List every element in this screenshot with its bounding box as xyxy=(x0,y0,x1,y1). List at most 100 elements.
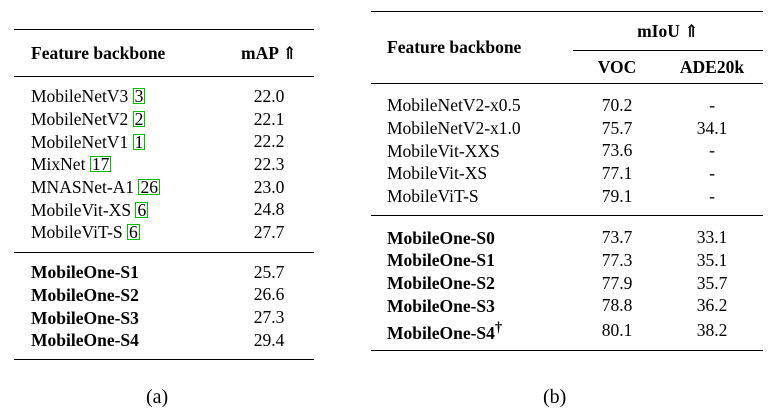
row-name: MobileNetV1 1 xyxy=(14,130,224,153)
ade-value: 35.1 xyxy=(696,249,728,270)
voc-value: 70.2 xyxy=(601,94,633,115)
model-name: MobileOne-S1 xyxy=(31,262,139,283)
ade-value: 38.2 xyxy=(696,320,728,341)
column-header-map: mAP ⇑ xyxy=(241,42,297,63)
model-name: MobileNetV2-x1.0 xyxy=(387,118,521,139)
ade-value: 34.1 xyxy=(696,117,728,138)
model-name: MobileNetV1 xyxy=(31,131,129,152)
table-bottom-rule xyxy=(14,359,314,360)
model-name: MobileViT-S xyxy=(387,186,479,207)
row-value: 22.1 xyxy=(253,108,285,129)
table-row: MobileOne-S2 77.9 35.7 xyxy=(371,272,763,295)
model-name: MobileOne-S0 xyxy=(387,227,495,248)
table-row: MobileViT-S 79.1 - xyxy=(371,185,763,216)
row-value: 26.6 xyxy=(253,284,285,305)
voc-value: 77.1 xyxy=(601,162,633,183)
ade-value: - xyxy=(709,94,715,115)
table-row: MobileVit-XS 77.1 - xyxy=(371,162,763,185)
citation-link[interactable]: 1 xyxy=(132,131,146,152)
model-name: MobileNetV2-x0.5 xyxy=(387,95,521,116)
citation-link[interactable]: 2 xyxy=(132,109,146,130)
ade-value: - xyxy=(709,140,715,161)
table-row: MobileNetV1 1 22.2 xyxy=(14,130,314,153)
table-row: MobileNetV2 2 22.1 xyxy=(14,108,314,131)
row-value: 29.4 xyxy=(253,329,285,350)
row-name: MixNet 17 xyxy=(14,153,224,176)
voc-value: 77.9 xyxy=(601,272,633,293)
column-header-voc: VOC xyxy=(597,56,637,77)
table-subheader-row: VOC ADE20k xyxy=(371,51,763,84)
row-value: 27.7 xyxy=(253,221,285,242)
row-value: 25.7 xyxy=(253,261,285,282)
model-name: MobileViT-S xyxy=(31,222,123,243)
table-row: MobileOne-S4 29.4 xyxy=(14,329,314,359)
citation-link[interactable]: 17 xyxy=(89,154,112,175)
table-row: MobileOne-S3 78.8 36.2 xyxy=(371,295,763,318)
model-name: MobileOne-S4 xyxy=(31,330,139,351)
ade-value: - xyxy=(709,162,715,183)
table-row: MNASNet-A1 26 23.0 xyxy=(14,176,314,199)
table-row: MobileOne-S4† 80.1 38.2 xyxy=(371,317,763,350)
model-name: MobileNetV3 xyxy=(31,86,129,107)
voc-value: 80.1 xyxy=(601,320,633,341)
model-name: MobileOne-S3 xyxy=(31,307,139,328)
model-name: MobileOne-S4 xyxy=(387,323,495,344)
voc-value: 78.8 xyxy=(601,295,633,316)
row-value: 22.0 xyxy=(253,85,285,106)
table-row: MixNet 17 22.3 xyxy=(14,153,314,176)
model-name: MobileVit-XS xyxy=(387,163,488,184)
citation-link[interactable]: 3 xyxy=(132,86,146,107)
model-name: MNASNet-A1 xyxy=(31,177,135,198)
ade-value: 35.7 xyxy=(696,272,728,293)
voc-value: 77.3 xyxy=(601,249,633,270)
ade-value: - xyxy=(709,185,715,206)
caption-a: (a) xyxy=(146,386,169,408)
table-row: MobileNetV3 3 22.0 xyxy=(14,76,314,108)
table-row: MobileViT-S 6 27.7 xyxy=(14,221,314,252)
row-value: 27.3 xyxy=(253,307,285,328)
table-row: MobileNetV2-x0.5 70.2 - xyxy=(371,83,763,117)
citation-link[interactable]: 6 xyxy=(135,199,149,220)
ade-value: 33.1 xyxy=(696,227,728,248)
model-name: MobileOne-S2 xyxy=(387,273,495,294)
citation-link[interactable]: 6 xyxy=(127,222,140,243)
voc-value: 79.1 xyxy=(601,185,633,206)
model-name: MixNet xyxy=(31,154,86,175)
detection-results-table: Feature backbone mAP ⇑ MobileNetV3 3 22.… xyxy=(14,29,314,360)
table-a-panel: Feature backbone mAP ⇑ MobileNetV3 3 22.… xyxy=(14,0,314,360)
model-name: MobileOne-S1 xyxy=(387,250,495,271)
column-header-backbone: Feature backbone xyxy=(387,37,522,57)
row-value: 22.2 xyxy=(253,131,285,152)
row-name: MobileNetV2 2 xyxy=(14,108,224,131)
voc-value: 73.7 xyxy=(601,227,633,248)
table-row: MobileOne-S2 26.6 xyxy=(14,284,314,307)
segmentation-results-table: Feature backbone mIoU ⇑ VOC ADE20k Mobil… xyxy=(371,11,763,352)
row-name: MobileViT-S 6 xyxy=(14,221,224,252)
ade-value: 36.2 xyxy=(696,295,728,316)
table-row: MobileNetV2-x1.0 75.7 34.1 xyxy=(371,117,763,140)
table-row: MobileOne-S1 25.7 xyxy=(14,252,314,283)
citation-link[interactable]: 26 xyxy=(138,177,160,198)
dagger-mark: † xyxy=(494,320,503,337)
model-name: MobileNetV2 xyxy=(31,109,129,130)
row-value: 23.0 xyxy=(253,176,285,197)
model-name: MobileVit-XS xyxy=(31,199,132,220)
table-header-row: Feature backbone mIoU ⇑ xyxy=(371,11,763,57)
table-row: MobileVit-XS 6 24.8 xyxy=(14,198,314,221)
table-row: MobileOne-S1 77.3 35.1 xyxy=(371,249,763,272)
row-name: MobileOne-S4† xyxy=(371,317,573,350)
model-name: MobileVit-XXS xyxy=(387,140,500,161)
table-header-row: Feature backbone mAP ⇑ xyxy=(14,29,314,77)
table-b-panel: Feature backbone mIoU ⇑ VOC ADE20k Mobil… xyxy=(371,0,763,352)
column-header-backbone: Feature backbone xyxy=(31,42,166,63)
table-row: MobileOne-S0 73.7 33.1 xyxy=(371,215,763,249)
table-row: MobileOne-S3 27.3 xyxy=(14,306,314,329)
row-name: MobileVit-XS 6 xyxy=(14,198,224,221)
column-header-ade20k: ADE20k xyxy=(679,56,745,77)
voc-value: 75.7 xyxy=(601,117,633,138)
voc-value: 73.6 xyxy=(601,140,633,161)
column-header-miou: mIoU ⇑ xyxy=(573,11,763,51)
table-row: MobileVit-XXS 73.6 - xyxy=(371,139,763,162)
row-value: 24.8 xyxy=(253,199,285,220)
row-name: MNASNet-A1 26 xyxy=(14,176,224,199)
